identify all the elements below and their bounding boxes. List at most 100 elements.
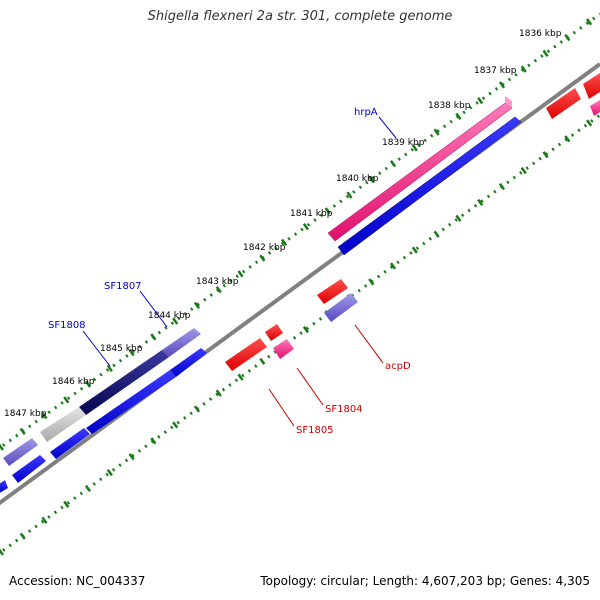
gene-label-SF1804[interactable]: SF1804 <box>325 404 363 415</box>
ruler-major-tick <box>368 278 375 286</box>
gene-SF1804[interactable] <box>273 339 294 359</box>
genome-summary-text: Topology: circular; Length: 4,607,203 bp… <box>260 574 590 588</box>
ruler-major-tick <box>411 246 418 254</box>
ruler-major-tick <box>63 500 70 508</box>
tick-label-1839: 1839 kbp <box>382 138 425 148</box>
ruler-major-tick <box>520 65 527 73</box>
gene-pink-upper-right[interactable] <box>590 100 600 116</box>
ruler-major-tick <box>150 437 157 445</box>
gene-label-SF1807[interactable]: SF1807 <box>104 281 142 292</box>
gene-red-upper-right-1[interactable] <box>546 88 581 119</box>
ruler-major-tick <box>19 427 26 435</box>
gene-gray-1[interactable] <box>40 407 86 442</box>
ruler-major-tick <box>0 548 4 556</box>
gene-label-hrpA[interactable]: hrpA <box>354 107 378 118</box>
ruler-major-tick <box>433 230 440 238</box>
tick-label-1842: 1842 kbp <box>243 243 286 253</box>
ruler-major-tick <box>455 214 462 222</box>
ruler-major-tick <box>586 119 593 127</box>
inner-major-ticks <box>0 119 593 556</box>
tick-label-1845: 1845 kbp <box>100 344 143 354</box>
ruler-major-tick <box>215 286 222 294</box>
ruler-major-tick <box>281 238 288 246</box>
ruler-major-tick <box>128 453 135 461</box>
ruler-major-tick <box>193 405 201 413</box>
tick-label-1846: 1846 kbp <box>52 377 95 387</box>
gene-SF1807-companion[interactable] <box>170 348 207 377</box>
gene-label-SF1805[interactable]: SF1805 <box>296 425 334 436</box>
gene-SF1808-companion[interactable] <box>86 370 176 434</box>
ruler-major-tick <box>542 49 549 57</box>
ruler-major-tick <box>477 97 484 105</box>
ruler-major-tick <box>498 81 506 89</box>
leader-line-hrpA <box>378 116 397 139</box>
accession-text: Accession: NC_004337 <box>9 574 146 588</box>
gene-SF1807[interactable] <box>162 328 201 357</box>
gene-blue-left-2[interactable] <box>12 455 46 483</box>
gene-hrpA[interactable] <box>327 96 513 242</box>
ruler-major-tick <box>564 135 571 143</box>
ruler-major-tick <box>172 317 179 325</box>
ruler-major-tick <box>259 357 266 365</box>
map-title: Shigella flexneri 2a str. 301, complete … <box>147 9 453 24</box>
ruler-major-tick <box>172 421 179 429</box>
ruler-major-tick <box>324 207 331 215</box>
ruler-major-tick <box>41 412 48 420</box>
ruler-major-tick <box>389 262 397 270</box>
gene-hrpA-companion[interactable] <box>337 116 522 256</box>
ruler-major-tick <box>150 333 157 341</box>
gene-red-upper-right-2[interactable] <box>583 73 600 99</box>
ruler-major-tick <box>106 469 113 477</box>
ruler-major-tick <box>389 160 397 168</box>
ruler-major-tick <box>215 389 222 397</box>
ruler-major-tick <box>586 18 593 26</box>
ruler-major-tick <box>542 151 549 159</box>
gene-acpD[interactable] <box>324 293 358 322</box>
ruler-major-tick <box>302 325 309 334</box>
ruler-major-tick <box>411 144 418 152</box>
tick-label-1847: 1847 kbp <box>4 409 47 419</box>
ruler-major-tick <box>193 301 201 309</box>
genome-backbone <box>0 62 600 506</box>
tick-label-1838: 1838 kbp <box>428 101 471 111</box>
outer-ruler-line <box>0 12 600 450</box>
gene-red-mid[interactable] <box>317 279 348 304</box>
inner-ruler-line <box>0 113 600 555</box>
ruler-major-tick <box>84 380 92 388</box>
ruler-major-tick <box>84 484 92 493</box>
ruler-major-tick <box>455 112 462 120</box>
ruler-major-tick <box>564 34 571 42</box>
ruler-major-tick <box>128 349 135 357</box>
gene-label-SF1808[interactable]: SF1808 <box>48 320 86 331</box>
gene-blue-left-1[interactable] <box>50 428 90 459</box>
ruler-major-tick <box>433 128 440 136</box>
leader-line-SF1804 <box>296 367 324 406</box>
leader-line-SF1805 <box>268 388 295 427</box>
ruler-major-tick <box>0 443 4 451</box>
tick-label-1841: 1841 kbp <box>290 209 333 219</box>
ruler-major-tick <box>19 532 26 540</box>
gene-red-small[interactable] <box>265 324 283 341</box>
ruler-major-tick <box>368 175 375 183</box>
gene-SF1805[interactable] <box>225 338 267 371</box>
gene-label-acpD[interactable]: acpD <box>385 361 411 372</box>
outer-major-ticks <box>0 18 593 451</box>
ruler-major-tick <box>41 516 48 524</box>
ruler-major-tick <box>259 254 266 262</box>
tick-label-1840: 1840 kbp <box>336 174 379 184</box>
ruler-major-tick <box>302 223 309 231</box>
leader-line-SF1808 <box>82 330 111 367</box>
ruler-major-tick <box>346 191 353 199</box>
ruler-major-tick <box>237 270 244 278</box>
gene-lavender-left[interactable] <box>3 438 38 466</box>
tick-label-1837: 1837 kbp <box>474 66 517 76</box>
leader-line-SF1807 <box>139 290 168 328</box>
tick-label-1836: 1836 kbp <box>519 29 562 39</box>
gene-blue-left-3[interactable] <box>0 480 8 494</box>
ruler-major-tick <box>498 182 506 191</box>
ruler-major-tick <box>520 167 527 175</box>
tick-label-1844: 1844 kbp <box>148 311 191 321</box>
gene-SF1808[interactable] <box>79 350 169 415</box>
